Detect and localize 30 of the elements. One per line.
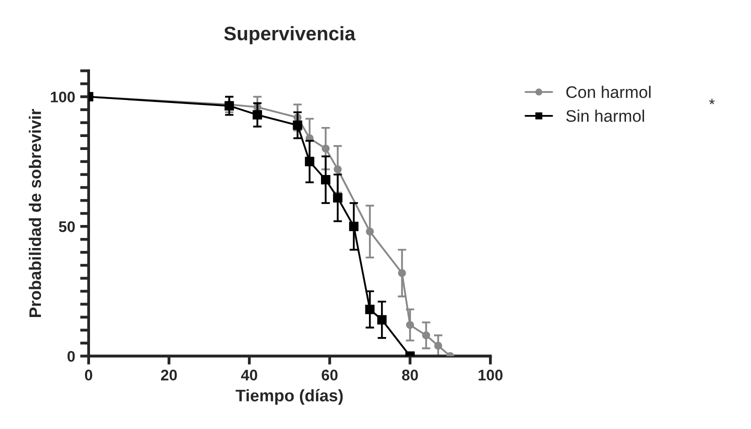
chart-title: Supervivencia [224, 26, 356, 44]
point [349, 222, 358, 232]
legend-label: Con harmol [566, 86, 651, 98]
point [366, 228, 374, 236]
point [320, 175, 330, 184]
y-axis-title: Probabilidad de sobrevivir [28, 109, 42, 317]
x-tick-label: 60 [322, 370, 338, 380]
point [322, 144, 330, 153]
y-tick-label: 100 [50, 92, 75, 102]
point [377, 315, 387, 324]
text: * [709, 98, 715, 104]
point [434, 342, 442, 350]
x-tick-label: 100 [478, 370, 503, 380]
point [365, 304, 375, 314]
point [292, 120, 302, 130]
x-tick-label: 0 [84, 370, 92, 380]
y-tick-label: 50 [58, 221, 75, 232]
point [333, 193, 342, 203]
point [334, 165, 342, 174]
point [398, 269, 406, 278]
point [422, 331, 430, 340]
x-tick-label: 20 [161, 370, 177, 380]
x-tick-label: 40 [241, 370, 258, 380]
x-axis-title: Tiempo (días) [236, 389, 343, 405]
y-tick-label: 0 [68, 350, 75, 362]
legend-label: Sin harmol [566, 110, 644, 122]
x-tick-label: 80 [402, 370, 418, 380]
point [304, 156, 314, 166]
point [406, 320, 414, 329]
point [252, 110, 262, 120]
